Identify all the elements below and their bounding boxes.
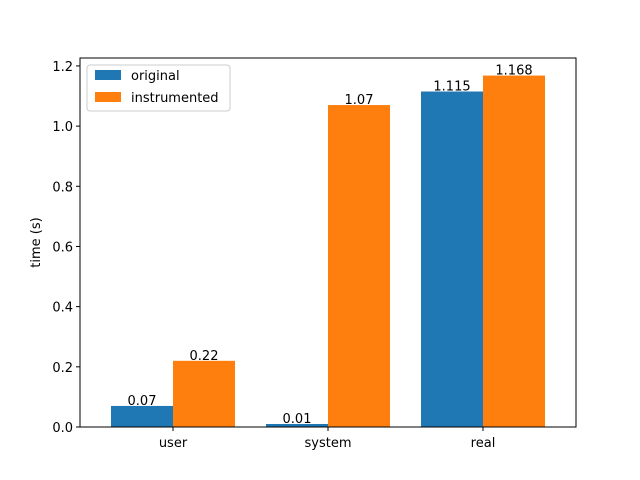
legend-swatch-original [95,70,121,80]
y-tick-label: 0.2 [52,361,73,376]
legend-label-original: original [131,69,180,84]
bar-original-user [111,405,173,427]
y-tick-label: 0.4 [52,301,73,316]
data-label-original-system: 0.01 [283,412,312,427]
bar-instrumented-user [173,360,235,427]
y-tick-label: 1.0 [52,120,73,135]
x-axis: user system real [159,427,496,451]
y-tick-label: 0.0 [52,421,73,436]
data-label-original-user: 0.07 [128,394,157,409]
y-tick-label: 0.8 [52,180,73,195]
y-axis: 0.0 0.2 0.4 0.6 0.8 1.0 1.2 [52,60,80,436]
x-tick-label-real: real [471,436,496,451]
legend-label-instrumented: instrumented [131,91,219,106]
bar-instrumented-system [328,105,390,427]
y-tick-label: 1.2 [52,60,73,75]
data-label-instrumented-system: 1.07 [345,93,374,108]
y-tick-label: 0.6 [52,240,73,255]
bar-original-system [266,423,328,427]
data-label-instrumented-user: 0.22 [190,349,219,364]
bar-instrumented-real [483,75,545,428]
legend-box [86,64,231,112]
data-label-instrumented-real: 1.168 [495,64,532,79]
legend: original instrumented [86,64,231,112]
x-tick-label-system: system [305,436,352,451]
legend-swatch-instrumented [95,92,121,102]
x-tick-label-user: user [159,436,188,451]
data-labels-group: 0.07 0.01 1.115 0.22 1.07 1.168 [128,64,533,427]
y-axis-label: time (s) [29,217,44,267]
bars-group [111,75,545,428]
bar-original-real [421,91,483,428]
data-label-original-real: 1.115 [433,80,470,95]
